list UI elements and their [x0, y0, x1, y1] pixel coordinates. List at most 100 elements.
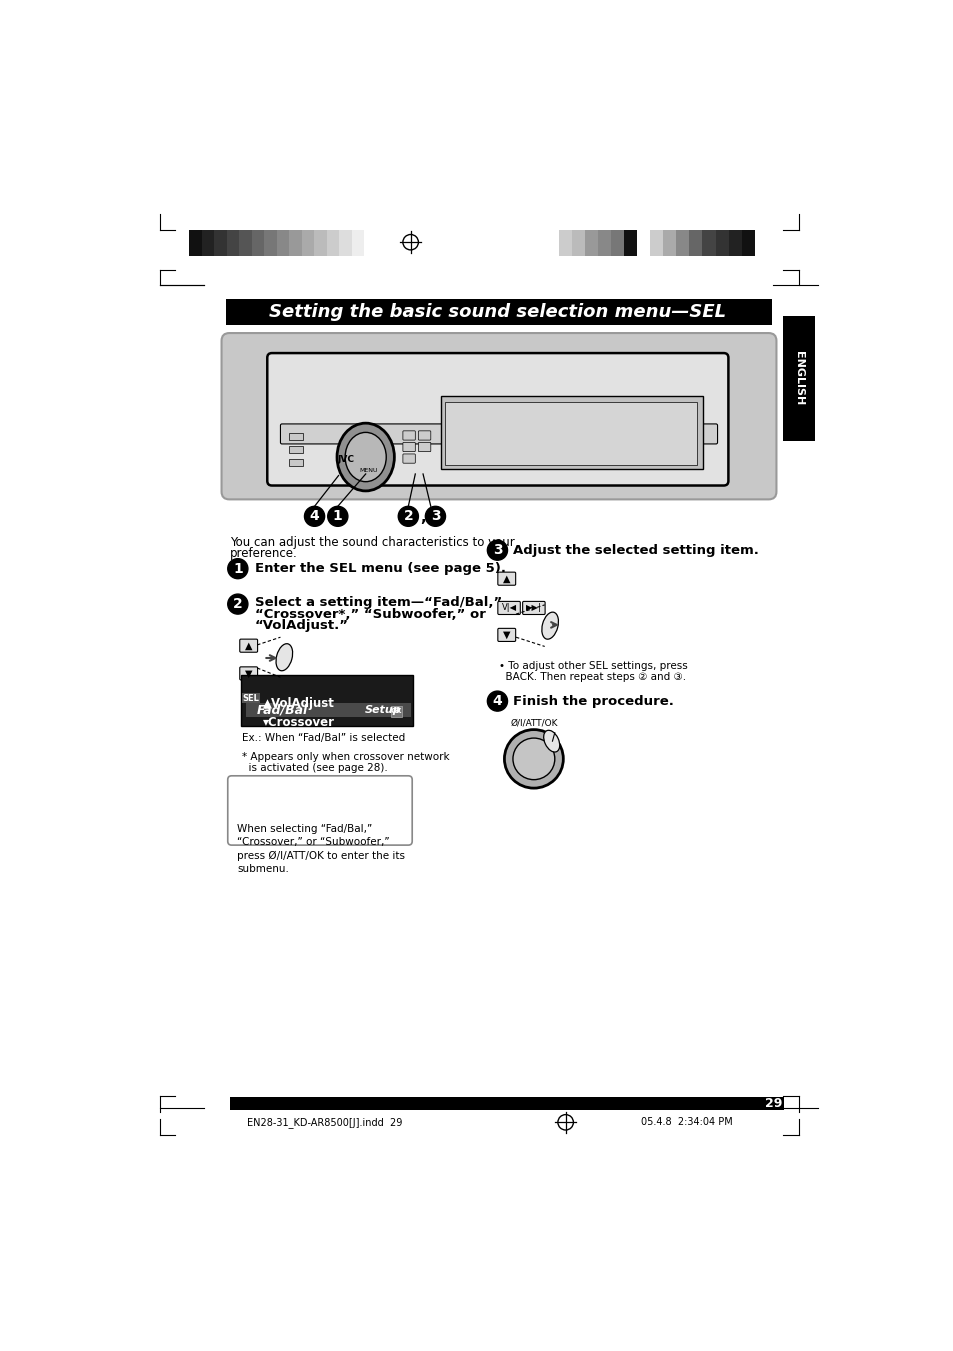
Text: ▲: ▲	[502, 574, 510, 584]
Text: press Ø/I/ATT/OK to enter the its: press Ø/I/ATT/OK to enter the its	[236, 851, 405, 861]
Bar	[289, 446, 303, 453]
Text: preference.: preference.	[230, 547, 297, 561]
Text: “VolAdjust.”: “VolAdjust.”	[254, 620, 349, 632]
Bar	[689, 230, 701, 257]
Bar	[740, 230, 754, 257]
Text: SEL: SEL	[242, 694, 259, 703]
Bar	[230, 1097, 772, 1111]
Text: Ø/I/ATT/OK: Ø/I/ATT/OK	[510, 719, 558, 727]
Bar	[301, 230, 314, 257]
Text: 2: 2	[233, 597, 242, 611]
Text: JVC: JVC	[336, 455, 354, 463]
Text: ,: ,	[420, 511, 425, 526]
Ellipse shape	[541, 612, 558, 639]
Bar	[226, 299, 771, 326]
Bar	[252, 230, 264, 257]
Bar	[338, 230, 351, 257]
FancyBboxPatch shape	[418, 431, 431, 440]
Bar	[637, 230, 650, 257]
Bar	[584, 230, 598, 257]
Bar	[623, 230, 637, 257]
Text: ▼: ▼	[502, 630, 510, 640]
FancyBboxPatch shape	[402, 454, 415, 463]
Bar	[558, 230, 571, 257]
FancyBboxPatch shape	[402, 442, 415, 451]
Circle shape	[504, 730, 562, 788]
Bar	[326, 230, 338, 257]
FancyBboxPatch shape	[418, 442, 431, 451]
Bar	[364, 230, 376, 257]
Bar	[728, 230, 740, 257]
Text: is activated (see page 28).: is activated (see page 28).	[241, 763, 387, 773]
FancyBboxPatch shape	[228, 775, 412, 846]
FancyBboxPatch shape	[497, 571, 516, 585]
Bar	[391, 705, 402, 716]
Circle shape	[228, 559, 248, 578]
Text: 29: 29	[764, 1097, 781, 1111]
Bar	[715, 230, 728, 257]
Text: EN28-31_KD-AR8500[J].indd  29: EN28-31_KD-AR8500[J].indd 29	[247, 1117, 402, 1128]
Text: ▾Crossover: ▾Crossover	[263, 716, 335, 730]
Text: Fad/Bal: Fad/Bal	[257, 704, 308, 717]
Bar	[242, 693, 259, 704]
Bar	[440, 396, 702, 469]
Bar	[761, 1097, 783, 1111]
FancyBboxPatch shape	[280, 424, 717, 444]
Text: ENGLISH: ENGLISH	[793, 351, 803, 405]
Text: “Crossover,” or “Subwoofer,”: “Crossover,” or “Subwoofer,”	[236, 838, 389, 847]
Ellipse shape	[336, 423, 394, 490]
Bar	[245, 704, 411, 717]
Text: When selecting “Fad/Bal,”: When selecting “Fad/Bal,”	[236, 824, 372, 835]
Bar	[239, 230, 252, 257]
Text: ▲VolAdjust: ▲VolAdjust	[263, 697, 335, 709]
Bar	[213, 230, 226, 257]
FancyBboxPatch shape	[267, 353, 728, 485]
Text: V|◀: V|◀	[501, 604, 517, 612]
Text: You can adjust the sound characteristics to your: You can adjust the sound characteristics…	[230, 536, 515, 550]
Ellipse shape	[543, 731, 559, 753]
Text: ▲: ▲	[245, 640, 253, 651]
Circle shape	[487, 692, 507, 711]
Text: MENU: MENU	[359, 469, 377, 473]
FancyBboxPatch shape	[522, 601, 544, 615]
Text: 3: 3	[430, 509, 439, 523]
Bar	[571, 230, 584, 257]
Bar	[226, 230, 239, 257]
Text: Enter the SEL menu (see page 5).: Enter the SEL menu (see page 5).	[254, 562, 505, 576]
Bar	[289, 230, 301, 257]
Bar	[264, 230, 276, 257]
Bar	[662, 230, 676, 257]
Bar	[241, 676, 413, 725]
Text: BACK. Then repeat steps ② and ③.: BACK. Then repeat steps ② and ③.	[498, 671, 685, 682]
Ellipse shape	[275, 643, 293, 670]
Text: 3: 3	[492, 543, 501, 557]
Text: 2: 2	[403, 509, 413, 523]
FancyBboxPatch shape	[402, 431, 415, 440]
Bar	[314, 230, 326, 257]
FancyBboxPatch shape	[497, 628, 516, 642]
Bar	[610, 230, 623, 257]
Text: Ex.: When “Fad/Bal” is selected: Ex.: When “Fad/Bal” is selected	[241, 734, 404, 743]
Circle shape	[228, 594, 248, 615]
Text: submenu.: submenu.	[236, 863, 289, 874]
FancyBboxPatch shape	[239, 667, 257, 680]
Bar	[351, 230, 364, 257]
Circle shape	[328, 507, 348, 527]
FancyBboxPatch shape	[497, 601, 519, 615]
Bar	[781, 316, 815, 440]
Text: • To adjust other SEL settings, press: • To adjust other SEL settings, press	[498, 661, 687, 671]
Text: Finish the procedure.: Finish the procedure.	[513, 694, 673, 708]
Text: 4: 4	[310, 509, 319, 523]
Ellipse shape	[345, 432, 386, 482]
Circle shape	[397, 507, 418, 527]
Text: 1: 1	[233, 562, 242, 576]
Bar	[189, 230, 201, 257]
Circle shape	[487, 540, 507, 561]
Bar	[289, 459, 303, 466]
Bar	[444, 401, 697, 465]
Bar	[289, 434, 303, 440]
Bar	[650, 230, 662, 257]
Bar	[201, 230, 213, 257]
Text: 1: 1	[333, 509, 342, 523]
Circle shape	[304, 507, 324, 527]
